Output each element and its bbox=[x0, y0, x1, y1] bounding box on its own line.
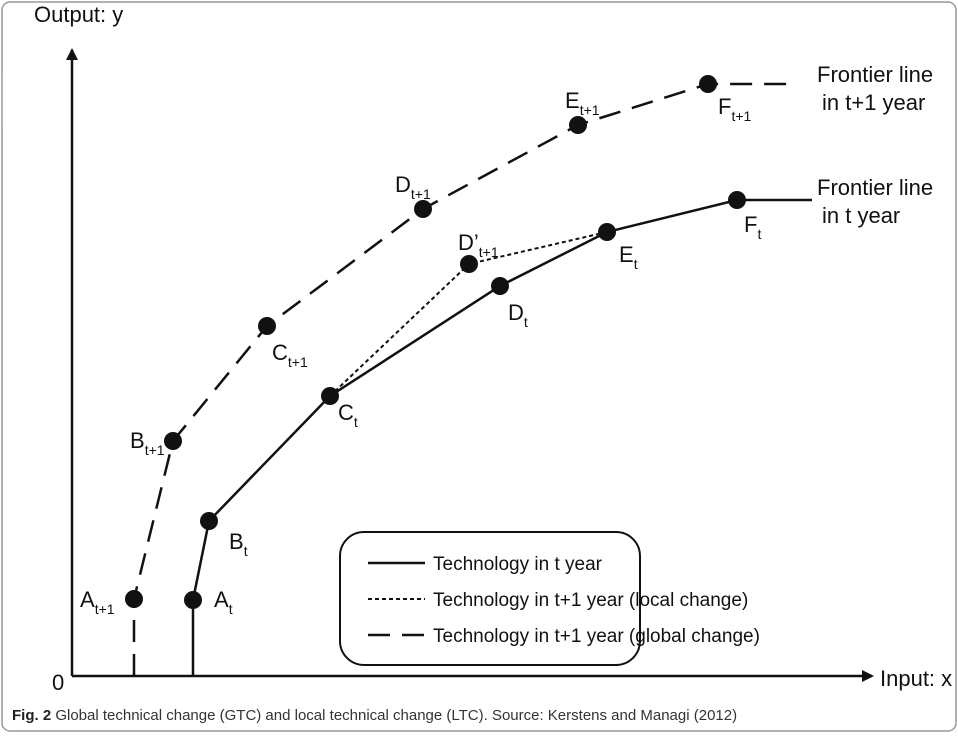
current-frontier bbox=[191, 198, 812, 676]
point-letter: B bbox=[229, 529, 244, 554]
point bbox=[491, 277, 509, 295]
point bbox=[569, 116, 587, 134]
point-label: Bt+1 bbox=[130, 428, 165, 458]
point bbox=[598, 223, 616, 241]
point-label: At bbox=[214, 587, 233, 617]
point bbox=[321, 387, 339, 405]
point-subscript: t+1 bbox=[288, 354, 308, 370]
point-subscript: t+1 bbox=[479, 244, 499, 260]
point bbox=[460, 255, 478, 273]
legend-entry: Technology in t+1 year (global change) bbox=[433, 626, 760, 647]
origin-label: 0 bbox=[52, 670, 64, 695]
point-letter: A bbox=[80, 587, 95, 612]
point-letter: C bbox=[272, 340, 288, 365]
point-subscript: t bbox=[634, 256, 638, 272]
point bbox=[258, 317, 276, 335]
caption: Fig. 2 Global technical change (GTC) and… bbox=[12, 707, 737, 724]
point-letter: D’ bbox=[458, 230, 479, 255]
point-label: Dt bbox=[508, 300, 528, 330]
point-letter: F bbox=[744, 212, 757, 237]
legend-entry: Technology in t year bbox=[433, 554, 603, 575]
point-letter: E bbox=[619, 242, 634, 267]
point bbox=[414, 200, 432, 218]
point-letter: A bbox=[214, 587, 229, 612]
point-label: Ct bbox=[338, 400, 358, 430]
point-subscript: t bbox=[229, 601, 233, 617]
point-subscript: t bbox=[244, 543, 248, 559]
point-subscript: t+1 bbox=[580, 102, 600, 118]
point-label: Ft bbox=[744, 212, 761, 242]
point bbox=[728, 191, 746, 209]
frontier-label: in t year bbox=[822, 203, 900, 228]
point-label: Ct+1 bbox=[272, 340, 308, 370]
point-label: Bt bbox=[229, 529, 248, 559]
x-axis-label: Input: x bbox=[880, 666, 952, 691]
point-letter: D bbox=[508, 300, 524, 325]
legend-entry: Technology in t+1 year (local change) bbox=[433, 590, 748, 611]
point-label: Dt+1 bbox=[395, 172, 431, 202]
point-label: Ft+1 bbox=[718, 94, 752, 124]
point-subscript: t bbox=[354, 414, 358, 430]
point-subscript: t bbox=[757, 226, 761, 242]
point-label: At+1 bbox=[80, 587, 115, 617]
point bbox=[200, 512, 218, 530]
point-label: D’t+1 bbox=[458, 230, 499, 260]
point-label: Et bbox=[619, 242, 638, 272]
point bbox=[699, 75, 717, 93]
global-frontier bbox=[132, 82, 795, 676]
point-subscript: t bbox=[524, 314, 528, 330]
point-letter: F bbox=[718, 94, 731, 119]
frontier-label: in t+1 year bbox=[822, 90, 925, 115]
point-letter: E bbox=[565, 88, 580, 113]
point-subscript: t+1 bbox=[145, 442, 165, 458]
point-letter: B bbox=[130, 428, 145, 453]
point-label: Et+1 bbox=[565, 88, 600, 118]
point-subscript: t+1 bbox=[411, 186, 431, 202]
point bbox=[184, 591, 202, 609]
point bbox=[164, 432, 182, 450]
point bbox=[125, 590, 143, 608]
caption-label: Fig. 2 bbox=[12, 707, 51, 724]
point-letter: D bbox=[395, 172, 411, 197]
point-letter: C bbox=[338, 400, 354, 425]
frontier-label: Frontier line bbox=[817, 62, 933, 87]
y-axis-label: Output: y bbox=[34, 2, 123, 27]
caption-text: Global technical change (GTC) and local … bbox=[51, 707, 737, 724]
point-subscript: t+1 bbox=[731, 108, 751, 124]
frontier-label: Frontier line bbox=[817, 175, 933, 200]
legend-box bbox=[339, 531, 641, 666]
point-subscript: t+1 bbox=[95, 601, 115, 617]
